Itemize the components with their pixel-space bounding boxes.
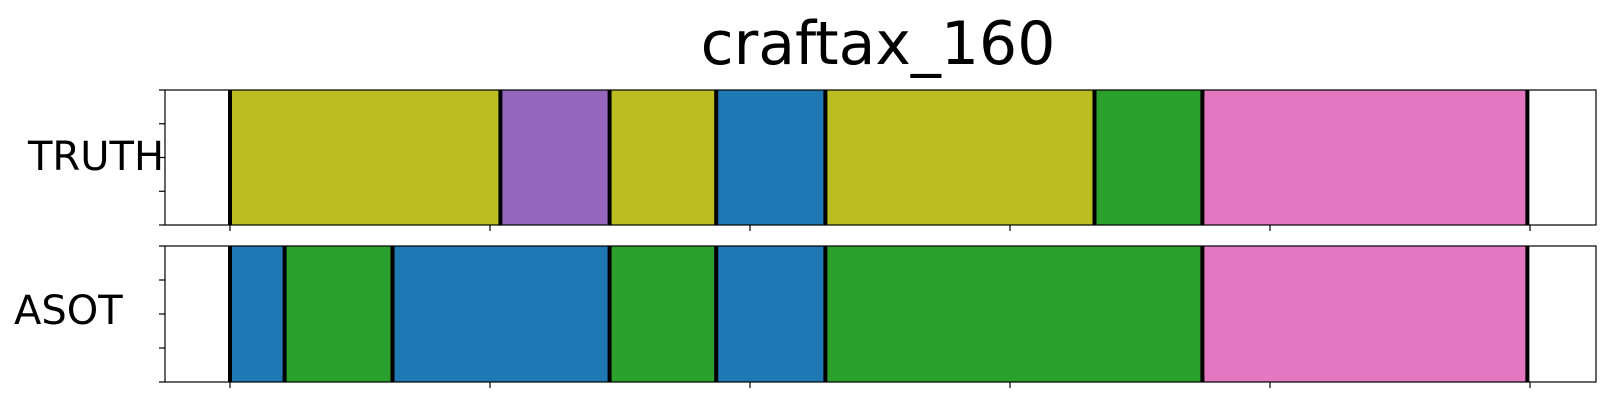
asot-segment-3: [609, 246, 717, 382]
asot-segment-4: [716, 246, 826, 382]
truth-segments: [228, 90, 1530, 225]
asot-segments: [228, 246, 1530, 382]
asot-row: ASOT: [14, 245, 1597, 388]
truth-segment-3: [716, 90, 826, 225]
truth-row: TRUTH: [27, 89, 1597, 231]
truth-segment-0: [230, 90, 501, 225]
asot-segment-5: [825, 246, 1203, 382]
row-label-truth: TRUTH: [27, 134, 164, 180]
asot-segment-1: [284, 246, 393, 382]
asot-segment-6: [1202, 246, 1528, 382]
truth-segment-6: [1202, 90, 1528, 225]
truth-segment-1: [500, 90, 610, 225]
chart-title: craftax_160: [701, 9, 1056, 79]
row-label-asot: ASOT: [14, 288, 123, 334]
truth-segment-2: [609, 90, 717, 225]
asot-segment-0: [230, 246, 285, 382]
asot-segment-2: [392, 246, 610, 382]
truth-segment-5: [1094, 90, 1203, 225]
asot-ticks: [159, 245, 1531, 388]
truth-segment-4: [825, 90, 1095, 225]
truth-ticks: [159, 89, 1531, 231]
